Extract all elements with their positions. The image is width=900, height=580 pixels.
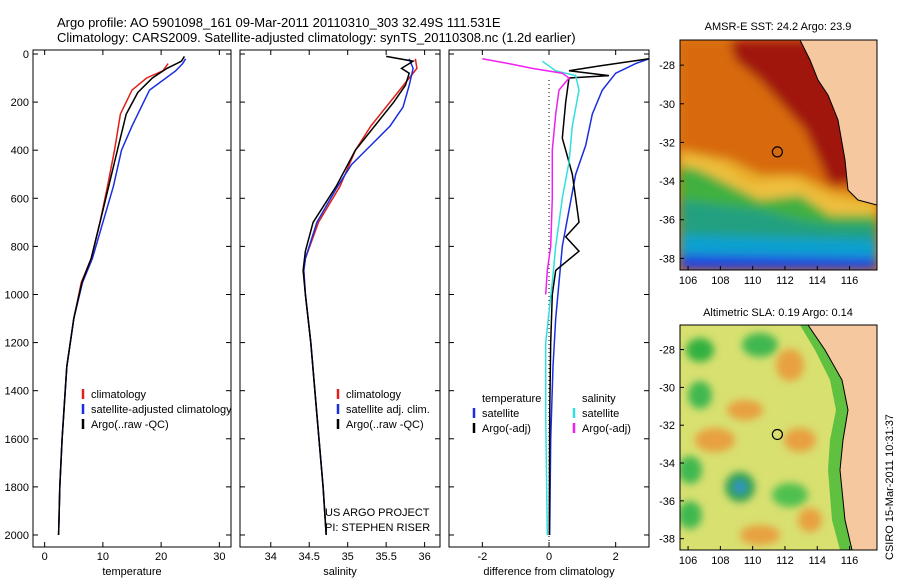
map-xtick-label: 106 — [679, 275, 697, 287]
temperature-xlabel: temperature — [102, 566, 161, 578]
legend-label: satellite adj. clim. — [346, 404, 430, 416]
difference-series-line — [541, 60, 580, 536]
map-xtick-label: 108 — [711, 275, 729, 287]
difference-series-line — [482, 58, 571, 295]
sla-map-title: Altimetric SLA: 0.19 Argo: 0.14 — [703, 307, 853, 319]
map-ytick-label: -32 — [659, 420, 675, 432]
map-xtick-label: 114 — [808, 555, 826, 567]
map-ytick-label: -38 — [659, 534, 675, 546]
sla-argo-marker — [771, 428, 783, 441]
depth-tick-label: 2000 — [5, 530, 29, 542]
sla-coastline — [807, 325, 853, 550]
sst-argo-marker — [771, 146, 783, 158]
map-ytick-label: -36 — [659, 496, 675, 508]
difference-panel: -2 0 2 difference from climatology temperatu… — [448, 49, 650, 578]
depth-tick-label: 1200 — [5, 338, 29, 350]
salinity-xlabel: salinity — [323, 566, 357, 578]
map-ytick-label: -34 — [659, 176, 675, 188]
sst-map-title: AMSR-E SST: 24.2 Argo: 23.9 — [705, 21, 852, 33]
map-ytick-label: -28 — [659, 60, 675, 72]
difference-xtick-label: 2 — [613, 551, 619, 563]
sla-land — [808, 325, 877, 550]
map-xtick-label: 112 — [776, 555, 794, 567]
difference-series-line — [548, 58, 650, 536]
sst-coastline — [799, 40, 877, 206]
legend-group-title: salinity — [582, 393, 616, 405]
temperature-xtick-label: 20 — [155, 551, 167, 563]
legend-label: satellite — [482, 408, 519, 420]
map-xtick-label: 116 — [841, 555, 859, 567]
sla-map-frame — [679, 324, 878, 551]
map-xtick-label: 110 — [744, 555, 762, 567]
depth-tick-label: 200 — [11, 97, 29, 109]
salinity-xtick-label: 35 — [342, 551, 354, 563]
credit-annotation: US ARGO PROJECT — [325, 507, 430, 519]
temperature-frame — [32, 49, 232, 548]
salinity-xtick-label: 34.5 — [299, 551, 320, 563]
legend-label: Argo(-adj) — [582, 423, 631, 435]
map-ytick-label: -36 — [659, 215, 675, 227]
temperature-xtick-label: 10 — [97, 551, 109, 563]
header-title: Argo profile: AO 5901098_161 09-Mar-2011… — [57, 15, 501, 30]
difference-xlabel: difference from climatology — [483, 566, 615, 578]
sla-map-axes: 106 108 110 112 114 116 -28 -30 -32 -34 -36 -38 — [659, 345, 858, 567]
temperature-xtick-label: 0 — [42, 551, 48, 563]
depth-tick-label: 400 — [11, 145, 29, 157]
legend-label: Argo(..raw -QC) — [91, 419, 169, 431]
map-xtick-label: 116 — [841, 275, 859, 287]
salinity-frame — [239, 49, 441, 548]
sla-map-panel: Altimetric SLA: 0.19 Argo: 0.14 — [659, 307, 878, 567]
legend-label: climatology — [346, 389, 402, 401]
salinity-series-line — [302, 55, 416, 536]
map-xtick-label: 106 — [679, 555, 697, 567]
map-xtick-label: 108 — [711, 555, 729, 567]
map-xtick-label: 110 — [744, 275, 762, 287]
legend-label: Argo(..raw -QC) — [346, 419, 424, 431]
credit-timestamp: CSIRO 15-Mar-2011 10:31:37 — [884, 414, 896, 560]
depth-tick-label: 1600 — [5, 434, 29, 446]
difference-series-line — [548, 58, 650, 536]
map-ytick-label: -34 — [659, 458, 675, 470]
salinity-xtick-label: 34 — [265, 551, 277, 563]
depth-tick-label: 0 — [23, 49, 29, 61]
credit-annotation: PI: STEPHEN RISER — [325, 522, 430, 534]
map-ytick-label: -30 — [659, 382, 675, 394]
depth-tick-label: 1400 — [5, 386, 29, 398]
depth-tick-label: 1800 — [5, 482, 29, 494]
depth-tick-label: 600 — [11, 193, 29, 205]
map-ytick-label: -38 — [659, 253, 675, 265]
legend-label: climatology — [91, 389, 147, 401]
sst-map-frame — [679, 39, 878, 271]
header-subtitle: Climatology: CARS2009. Satellite-adjuste… — [57, 30, 576, 45]
salinity-xtick-label: 36 — [418, 551, 430, 563]
legend-group-title: temperature — [482, 393, 541, 405]
depth-tick-label: 1000 — [5, 289, 29, 301]
temperature-panel: 0 10 20 30 temperature 0 200 400 600 800 1000 1200 1… — [5, 49, 233, 578]
legend-label: Argo(-adj) — [482, 423, 531, 435]
difference-xtick-label: -2 — [477, 551, 487, 563]
map-xtick-label: 114 — [808, 275, 826, 287]
temperature-xtick-label: 30 — [213, 551, 225, 563]
depth-tick-label: 800 — [11, 241, 29, 253]
legend-label: satellite-adjusted climatology — [91, 404, 232, 416]
sst-map-panel: AMSR-E SST: 24.2 Argo: 23.9 106 108 110 112… — [659, 21, 878, 287]
salinity-panel: 34 34.5 35 35.5 36 salinity climatology satelli… — [239, 49, 441, 578]
sst-map-axes: 106 108 110 112 114 116 -28 -30 -32 -34 -36 -38 — [659, 60, 858, 287]
map-xtick-label: 112 — [776, 275, 794, 287]
salinity-xtick-label: 35.5 — [375, 551, 396, 563]
map-ytick-label: -32 — [659, 137, 675, 149]
legend-label: satellite — [582, 408, 619, 420]
temperature-series-line — [57, 56, 186, 536]
map-ytick-label: -28 — [659, 345, 675, 357]
map-ytick-label: -30 — [659, 99, 675, 111]
difference-xtick-label: 0 — [546, 551, 552, 563]
